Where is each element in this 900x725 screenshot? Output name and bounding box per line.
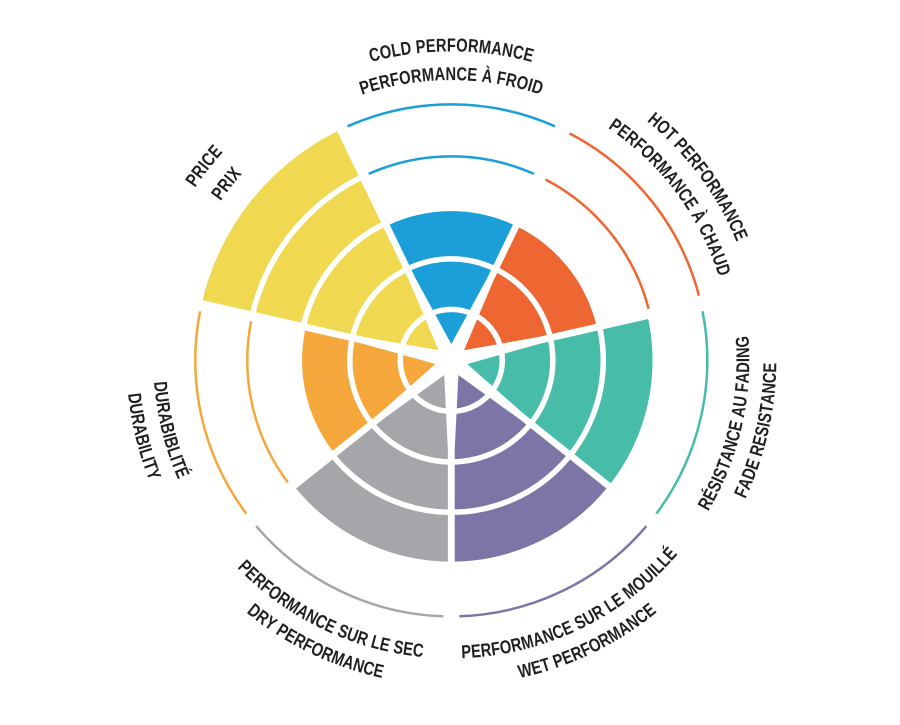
svg-text:N: N (500, 39, 514, 62)
svg-text:À: À (481, 65, 494, 87)
svg-text:P: P (415, 36, 427, 58)
svg-text:U: U (729, 395, 751, 408)
svg-text:R: R (152, 401, 175, 415)
svg-text:I: I (166, 452, 187, 463)
svg-text:D: D (150, 380, 172, 392)
svg-text:A: A (490, 37, 504, 59)
svg-text:A: A (727, 405, 750, 419)
svg-text:E: E (378, 633, 392, 656)
svg-text:G: G (732, 335, 754, 348)
svg-text:F: F (447, 35, 456, 56)
svg-text:E: E (759, 363, 780, 373)
svg-text:T: T (755, 402, 777, 415)
svg-text:E: E (724, 419, 747, 433)
svg-text:O: O (514, 71, 530, 94)
svg-text:U: U (125, 402, 148, 416)
svg-text:O: O (378, 41, 394, 64)
svg-text:C: C (361, 657, 377, 680)
svg-text:R: R (377, 70, 392, 93)
svg-text:S: S (751, 424, 774, 438)
svg-text:I: I (138, 454, 159, 464)
svg-text:A: A (154, 411, 177, 426)
svg-text:I: I (134, 442, 155, 452)
svg-text:C: C (456, 63, 467, 85)
svg-text:C: C (367, 43, 382, 66)
svg-text:F: F (490, 638, 502, 660)
svg-text:N: N (732, 347, 753, 358)
svg-text:R: R (127, 412, 150, 426)
svg-text:O: O (456, 35, 468, 57)
svg-text:D: D (732, 362, 753, 373)
svg-text:M: M (421, 64, 435, 86)
svg-text:N: N (445, 63, 456, 84)
svg-text:C: C (412, 639, 425, 661)
svg-text:O: O (498, 636, 513, 659)
svg-text:R: R (467, 35, 479, 57)
svg-text:E: E (467, 64, 478, 86)
svg-text:D: D (124, 392, 146, 405)
svg-text:C: C (759, 372, 781, 384)
svg-text:I: I (753, 420, 775, 428)
svg-text:W: W (516, 659, 534, 683)
svg-text:A: A (434, 63, 445, 85)
svg-text:A: A (757, 392, 779, 405)
svg-text:R: R (436, 35, 447, 56)
svg-text:S: S (392, 636, 405, 659)
svg-text:S: S (754, 411, 777, 424)
svg-text:E: E (425, 35, 436, 57)
svg-text:M: M (478, 36, 492, 58)
svg-text:A: A (129, 422, 152, 437)
svg-text:R: R (480, 639, 493, 661)
svg-text:F: F (388, 68, 401, 90)
svg-text:I: I (525, 74, 535, 95)
svg-text:E: E (470, 640, 482, 662)
svg-text:N: N (758, 382, 780, 394)
svg-text:I: I (733, 358, 754, 362)
svg-text:R: R (410, 65, 423, 87)
svg-text:R: R (509, 633, 524, 656)
svg-text:O: O (398, 66, 413, 89)
svg-text:C: C (722, 428, 745, 444)
svg-text:L: L (390, 39, 403, 61)
svg-text:U: U (151, 391, 173, 404)
svg-text:E: E (402, 638, 415, 660)
svg-text:B: B (156, 421, 179, 436)
svg-text:R: R (504, 69, 519, 92)
svg-text:D: D (399, 37, 413, 59)
svg-text:P: P (461, 641, 472, 663)
svg-text:C: C (511, 41, 526, 64)
svg-text:F: F (731, 382, 753, 393)
svg-text:B: B (131, 432, 154, 448)
svg-text:I: I (158, 431, 179, 440)
svg-text:M: M (519, 630, 536, 654)
svg-text:A: A (732, 372, 754, 384)
svg-text:F: F (495, 67, 508, 89)
svg-text:E: E (371, 659, 385, 682)
